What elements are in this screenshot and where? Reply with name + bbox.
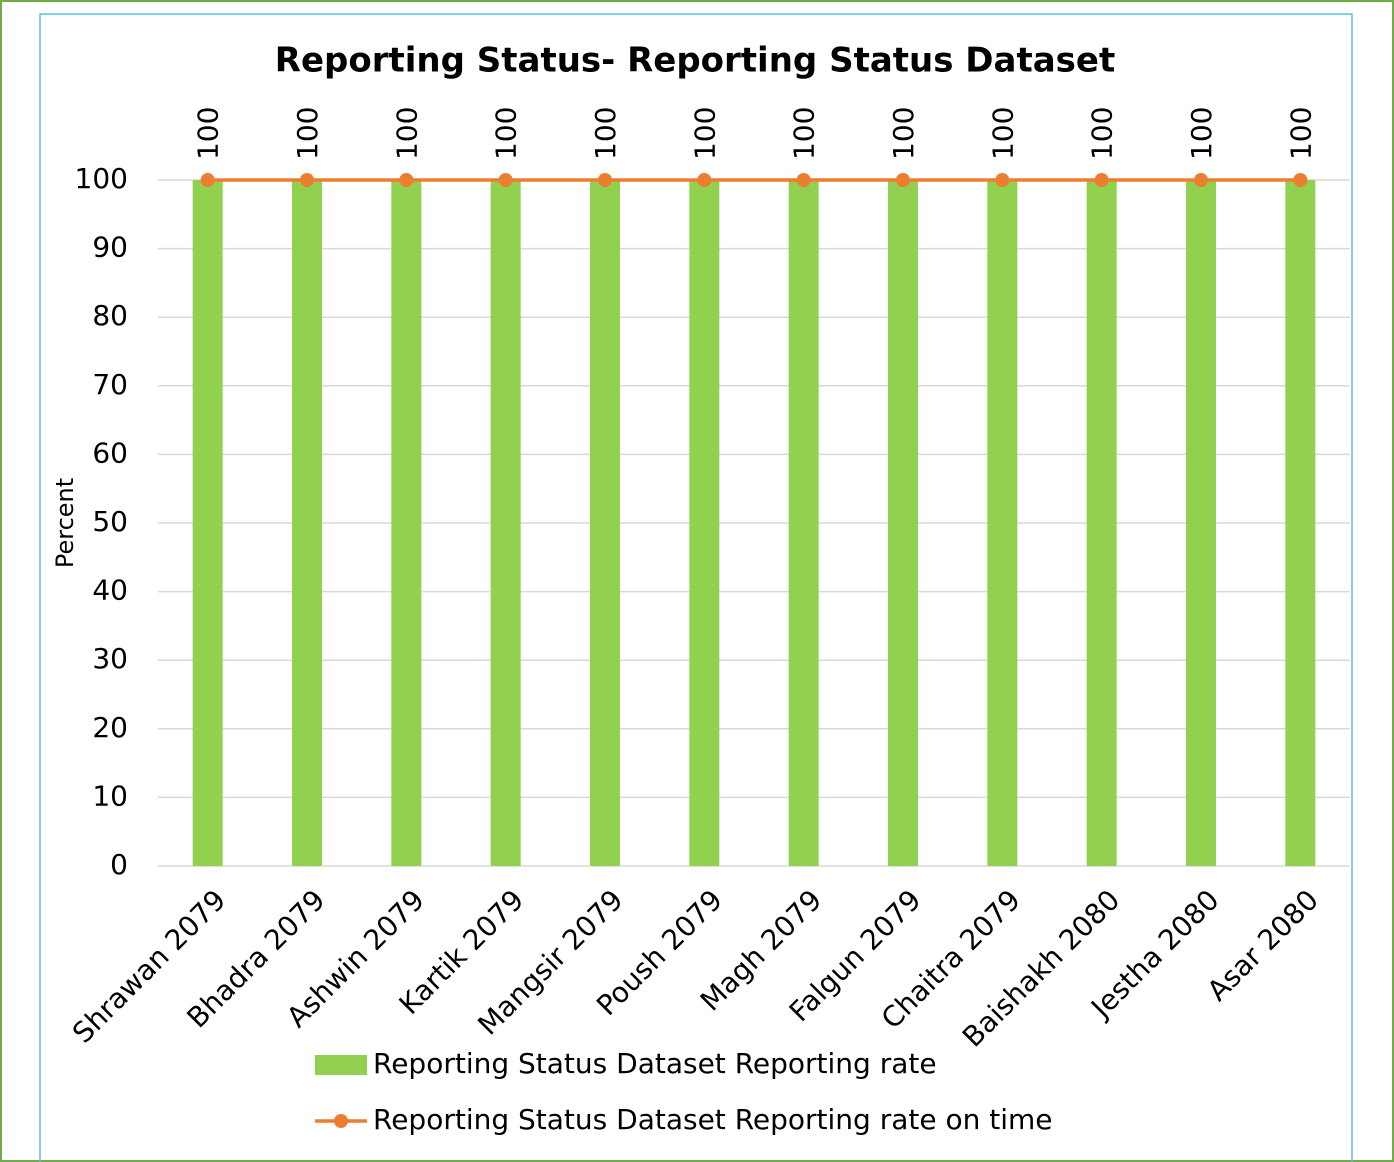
- line-marker: [300, 173, 314, 187]
- line-marker: [796, 173, 811, 187]
- line-marker: [498, 173, 513, 187]
- y-tick-label: 80: [92, 299, 128, 332]
- data-label: 100: [788, 107, 821, 160]
- data-label: 100: [490, 107, 523, 160]
- chart-frame: [39, 13, 1353, 1162]
- bar: [987, 180, 1018, 866]
- y-tick-label: 0: [110, 848, 128, 881]
- y-tick-label: 20: [92, 711, 128, 744]
- legend-swatch: [315, 1055, 367, 1075]
- bar: [1086, 180, 1117, 866]
- y-tick-label: 40: [92, 574, 128, 607]
- y-tick-label: 60: [92, 436, 128, 469]
- data-label: 100: [1185, 107, 1218, 160]
- y-tick-label: 100: [75, 162, 128, 195]
- chart-title: Reporting Status- Reporting Status Datas…: [275, 41, 1115, 81]
- bar: [689, 180, 720, 866]
- line-marker: [1194, 173, 1208, 187]
- line-marker: [995, 173, 1010, 187]
- line-marker: [1293, 173, 1308, 187]
- y-tick-label: 90: [92, 231, 128, 264]
- data-label: 100: [390, 107, 423, 160]
- line-marker: [697, 173, 712, 187]
- data-label: 100: [1086, 107, 1119, 160]
- data-label: 100: [291, 107, 324, 160]
- legend-label: Reporting Status Dataset Reporting rate: [373, 1047, 937, 1080]
- bar: [590, 180, 620, 866]
- data-label: 100: [192, 107, 225, 160]
- y-tick-label: 10: [92, 779, 128, 812]
- y-tick-label: 70: [92, 368, 128, 401]
- bar: [1186, 180, 1216, 866]
- bar: [490, 180, 521, 866]
- line-marker: [896, 173, 910, 187]
- y-axis-label: Percent: [51, 478, 79, 568]
- line-marker: [1094, 173, 1109, 187]
- y-tick-label: 50: [92, 505, 128, 538]
- bar: [888, 180, 918, 866]
- data-label: 100: [887, 107, 920, 160]
- bar: [192, 180, 223, 866]
- legend-label: Reporting Status Dataset Reporting rate …: [373, 1103, 1053, 1136]
- data-label: 100: [688, 107, 721, 160]
- data-label: 100: [986, 107, 1019, 160]
- data-label: 100: [589, 107, 622, 160]
- bar: [391, 180, 422, 866]
- line-marker: [399, 173, 414, 187]
- bar: [788, 180, 819, 866]
- line-marker: [598, 173, 612, 187]
- legend-marker: [334, 1114, 348, 1128]
- data-label: 100: [1284, 107, 1317, 160]
- bar: [292, 180, 322, 866]
- bar: [1285, 180, 1316, 866]
- line-marker: [200, 173, 215, 187]
- y-tick-label: 30: [92, 642, 128, 675]
